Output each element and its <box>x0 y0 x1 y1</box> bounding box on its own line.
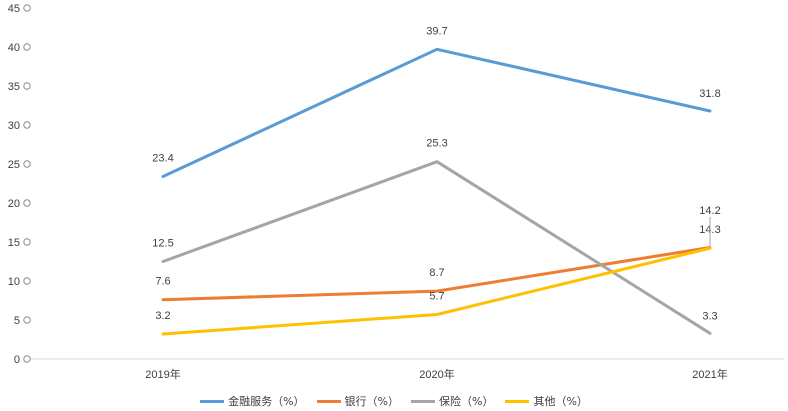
y-tick-marker <box>23 238 31 246</box>
data-label: 14.2 <box>699 205 720 217</box>
y-tick-label: 35 <box>8 81 20 93</box>
y-tick-marker <box>23 160 31 168</box>
legend-label: 银行（%） <box>344 395 399 408</box>
legend-item: 金融服务（%） <box>200 393 305 409</box>
series-lines <box>161 47 712 336</box>
data-label: 39.7 <box>426 25 447 37</box>
series-line-3 <box>161 246 712 336</box>
legend-item: 其他（%） <box>505 393 588 409</box>
x-tick-label: 2020年 <box>419 367 454 381</box>
y-tick-label: 45 <box>8 3 20 15</box>
data-labels: 23.439.731.87.68.714.312.525.33.33.25.71… <box>152 25 720 322</box>
legend-item: 保险（%） <box>411 393 493 409</box>
y-tick-label: 25 <box>8 159 20 171</box>
legend-item: 银行（%） <box>316 393 399 409</box>
series-line-2 <box>161 160 712 335</box>
y-tick-marker <box>23 316 31 324</box>
y-tick-marker <box>23 199 31 207</box>
legend-label: 金融服务（%） <box>228 395 305 408</box>
data-label: 12.5 <box>152 238 173 250</box>
y-tick-marker <box>23 277 31 285</box>
series-line-0 <box>161 47 712 178</box>
y-tick-marker <box>23 355 31 363</box>
data-label: 3.2 <box>155 310 170 322</box>
data-label: 8.7 <box>429 267 444 279</box>
y-tick-marker <box>23 4 31 12</box>
legend-swatch <box>505 399 530 403</box>
y-tick-marker <box>23 82 31 90</box>
legend-swatch <box>316 399 341 403</box>
x-tick-label: 2021年 <box>692 367 727 381</box>
y-tick-label: 20 <box>8 198 20 210</box>
legend-label: 保险（%） <box>439 395 494 408</box>
series-line-1 <box>161 246 712 302</box>
x-tick-label: 2019年 <box>145 367 180 381</box>
legend-swatch <box>200 399 225 403</box>
data-label: 23.4 <box>152 152 173 164</box>
data-label: 7.6 <box>155 276 170 288</box>
legend: 金融服务（%） 银行（%） 保险（%） 其他（%） <box>0 393 788 409</box>
y-axis: 0 5 10 15 20 25 30 35 40 45 <box>8 3 31 366</box>
y-tick-label: 0 <box>14 354 20 366</box>
y-tick-marker <box>23 43 31 51</box>
y-tick-label: 30 <box>8 120 20 132</box>
legend-label: 其他（%） <box>533 395 588 408</box>
y-tick-marker <box>23 121 31 129</box>
y-tick-label: 40 <box>8 42 20 54</box>
y-tick-label: 5 <box>14 315 20 327</box>
y-tick-label: 15 <box>8 237 20 249</box>
data-label: 31.8 <box>699 88 720 100</box>
legend-swatch <box>411 399 435 403</box>
y-tick-label: 10 <box>8 276 20 288</box>
data-label: 3.3 <box>702 310 717 322</box>
data-label: 25.3 <box>426 138 447 150</box>
data-label: 5.7 <box>429 291 444 303</box>
x-axis: 2019年 2020年 2021年 <box>31 358 784 381</box>
